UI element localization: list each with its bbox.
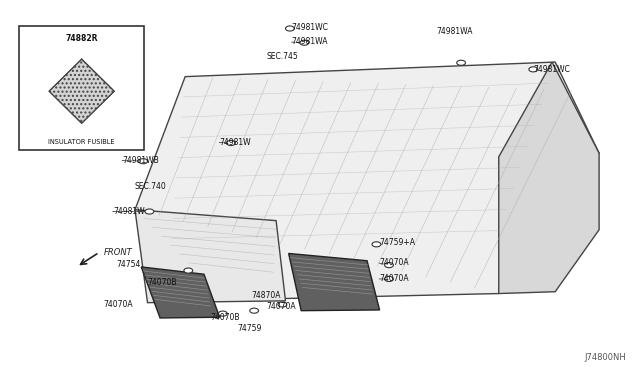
Circle shape bbox=[385, 263, 394, 268]
Circle shape bbox=[372, 242, 381, 247]
Text: 74070A: 74070A bbox=[104, 300, 133, 309]
Polygon shape bbox=[49, 59, 115, 123]
Circle shape bbox=[278, 302, 287, 307]
Polygon shape bbox=[289, 253, 380, 311]
Text: 74981W: 74981W bbox=[113, 207, 145, 216]
Text: 74981WC: 74981WC bbox=[533, 65, 570, 74]
Circle shape bbox=[285, 26, 294, 31]
Circle shape bbox=[385, 276, 394, 282]
Text: SEC.740: SEC.740 bbox=[135, 182, 167, 190]
Text: 74981WA: 74981WA bbox=[292, 38, 328, 46]
Text: 74070B: 74070B bbox=[148, 278, 177, 287]
Text: INSULATOR FUSIBLE: INSULATOR FUSIBLE bbox=[49, 139, 115, 145]
Text: 74981WB: 74981WB bbox=[122, 156, 159, 165]
Bar bbox=[19, 26, 145, 150]
Text: 74070A: 74070A bbox=[267, 302, 296, 311]
Circle shape bbox=[529, 67, 538, 72]
Circle shape bbox=[227, 141, 236, 145]
Circle shape bbox=[250, 308, 259, 313]
Circle shape bbox=[139, 159, 148, 164]
Circle shape bbox=[218, 311, 227, 316]
Text: 74870A: 74870A bbox=[251, 291, 280, 300]
Text: J74800NH: J74800NH bbox=[584, 353, 626, 362]
Text: FRONT: FRONT bbox=[104, 248, 132, 257]
Text: 74882R: 74882R bbox=[65, 33, 98, 43]
Text: 74070A: 74070A bbox=[380, 275, 409, 283]
Text: 74981WC: 74981WC bbox=[292, 23, 329, 32]
Polygon shape bbox=[499, 62, 599, 294]
Text: 74070B: 74070B bbox=[211, 313, 240, 322]
Polygon shape bbox=[141, 267, 220, 318]
Circle shape bbox=[300, 40, 308, 45]
Polygon shape bbox=[135, 210, 285, 303]
Text: 74981W: 74981W bbox=[220, 138, 252, 147]
Text: 74759+A: 74759+A bbox=[380, 238, 415, 247]
Text: 74070A: 74070A bbox=[380, 258, 409, 267]
Circle shape bbox=[457, 60, 465, 65]
Polygon shape bbox=[135, 62, 599, 301]
Text: 74759: 74759 bbox=[237, 324, 262, 333]
Text: SEC.745: SEC.745 bbox=[267, 52, 298, 61]
Circle shape bbox=[184, 268, 193, 273]
Text: 74754: 74754 bbox=[116, 260, 141, 269]
Circle shape bbox=[145, 209, 154, 214]
Text: 74981WA: 74981WA bbox=[436, 26, 472, 36]
